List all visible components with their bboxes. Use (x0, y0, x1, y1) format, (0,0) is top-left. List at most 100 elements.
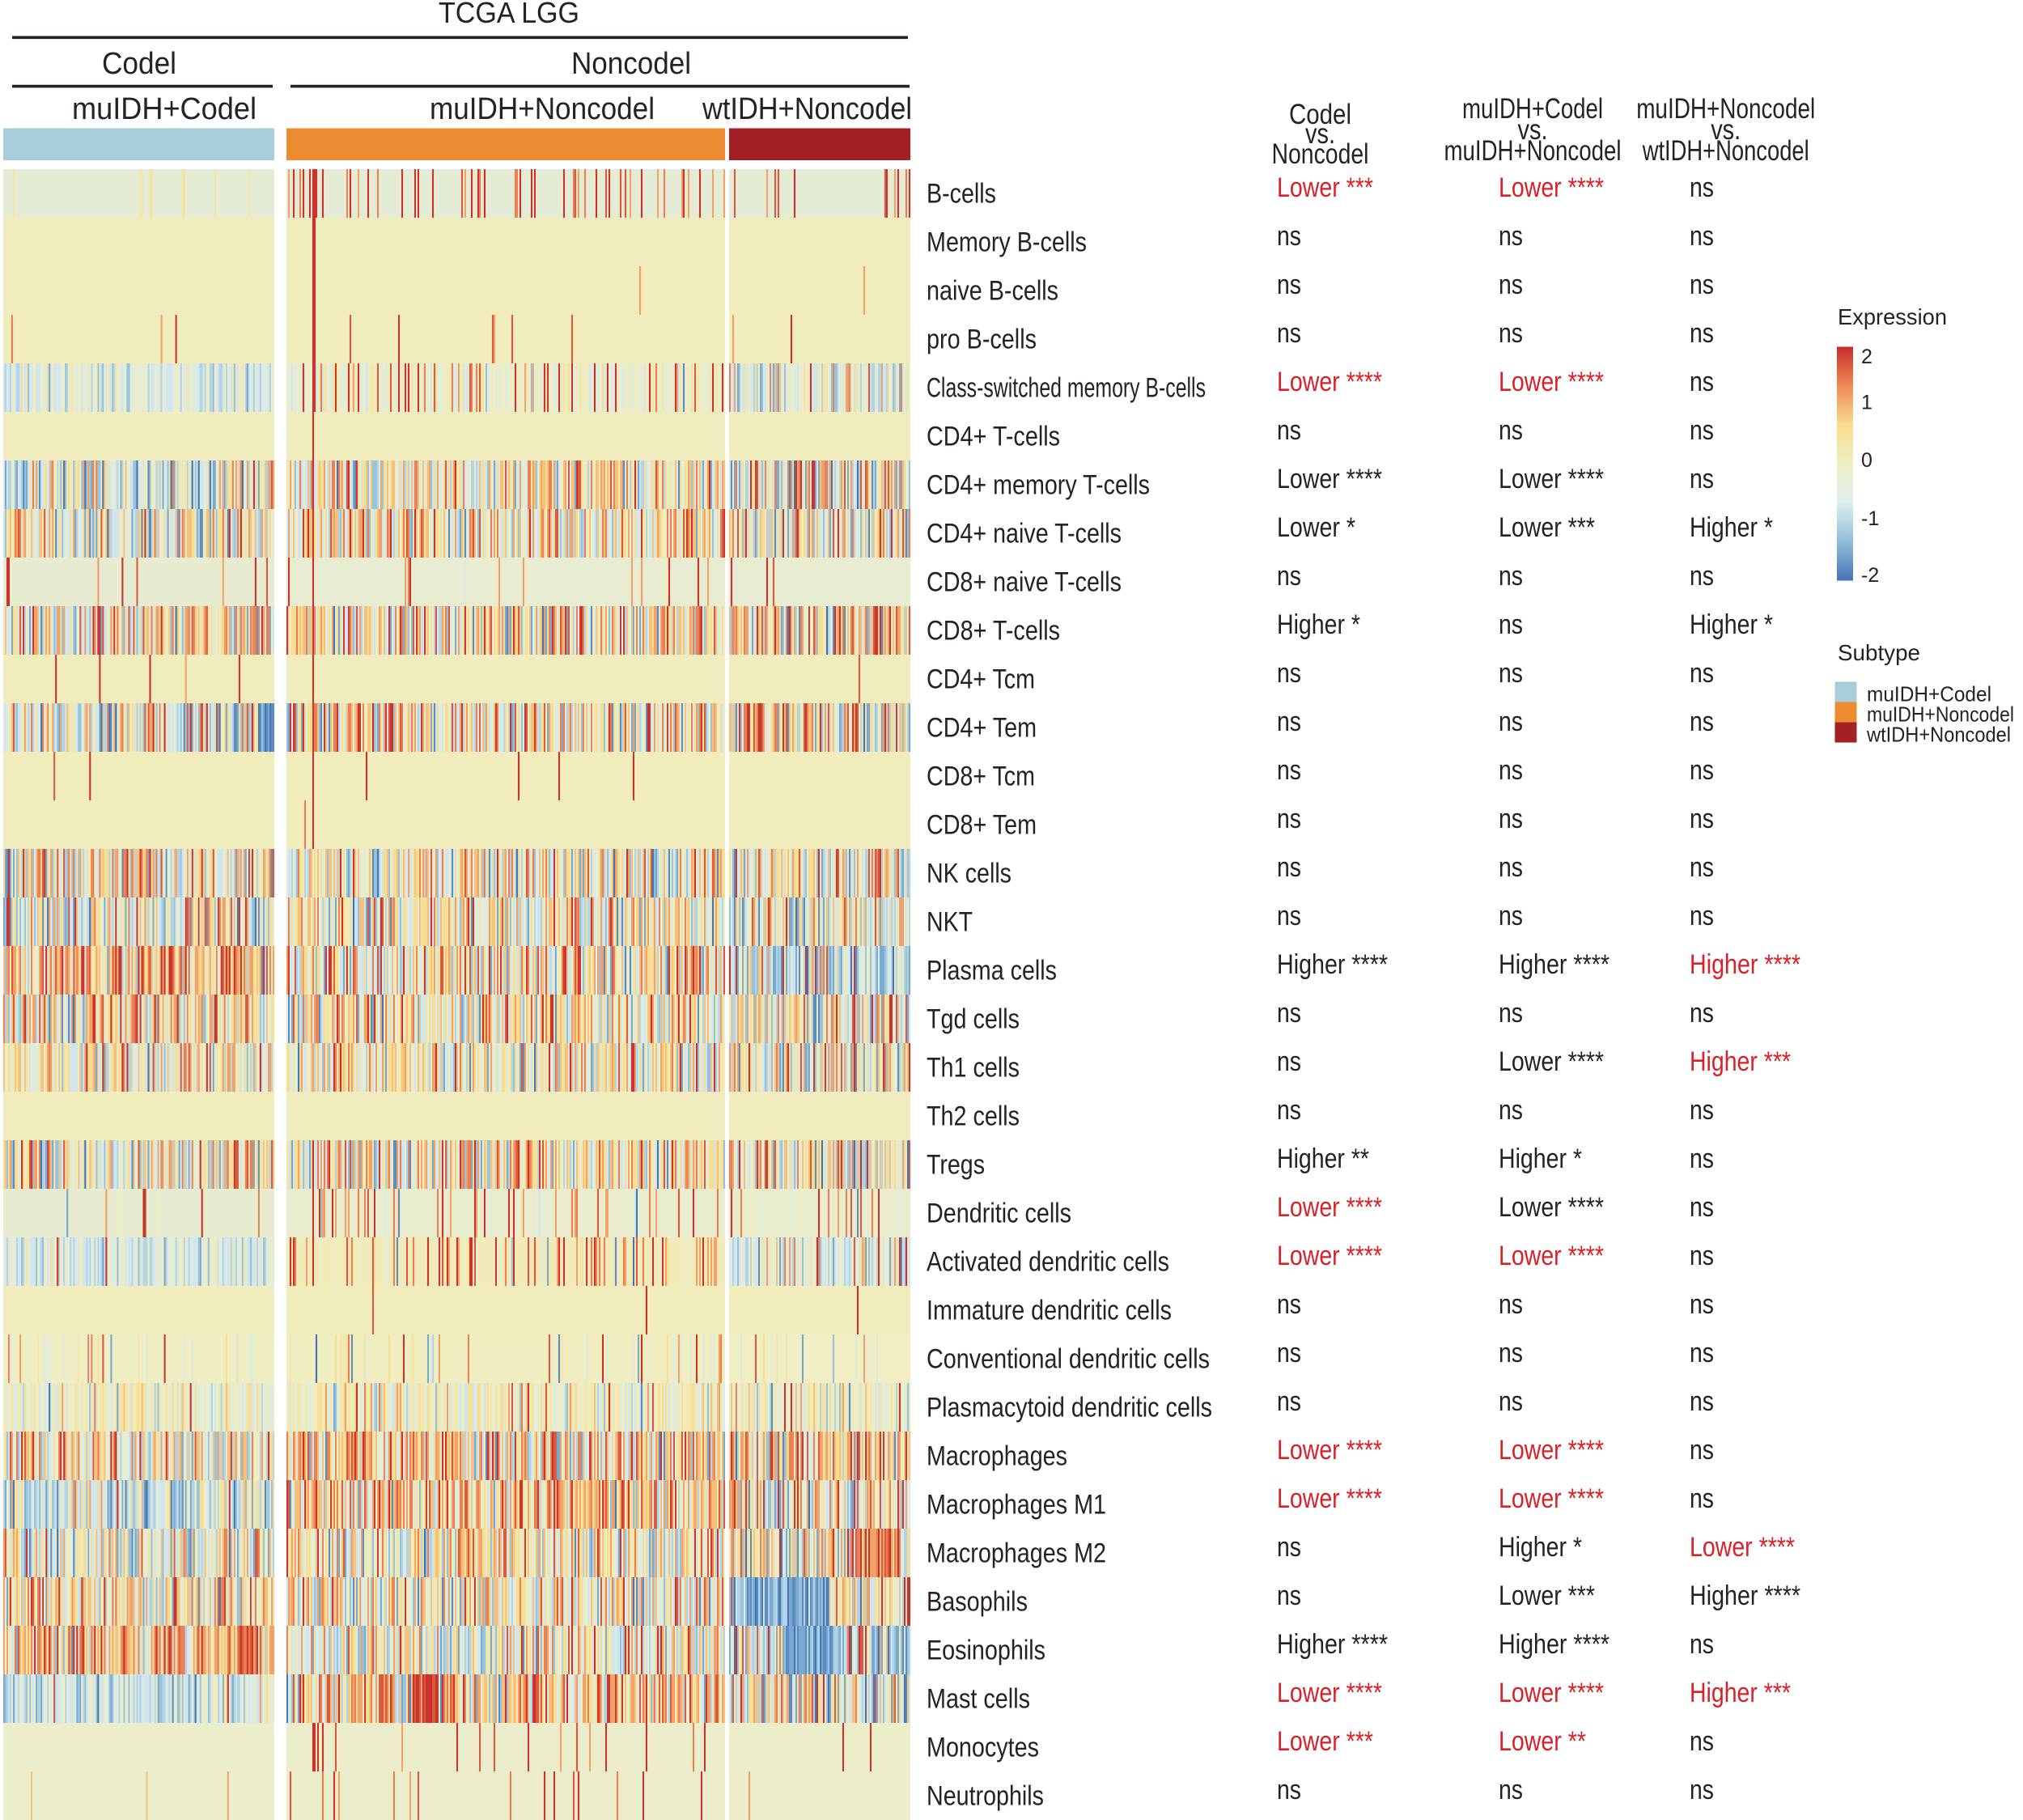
svg-text:-2: -2 (1861, 564, 1879, 587)
svg-text:Lower ****: Lower **** (1277, 367, 1382, 397)
svg-text:ns: ns (1690, 1483, 1714, 1514)
svg-text:Higher *: Higher * (1499, 1143, 1582, 1174)
svg-text:ns: ns (1277, 998, 1301, 1029)
svg-text:Lower ****: Lower **** (1277, 1241, 1382, 1271)
svg-text:ns: ns (1499, 658, 1523, 689)
svg-text:Lower ****: Lower **** (1499, 1435, 1604, 1466)
svg-text:ns: ns (1690, 1289, 1714, 1320)
svg-text:naive B-cells: naive B-cells (927, 276, 1058, 307)
svg-text:Lower **: Lower ** (1499, 1726, 1586, 1757)
svg-text:ns: ns (1690, 658, 1714, 689)
svg-text:TCGA LGG: TCGA LGG (439, 0, 579, 29)
svg-text:ns: ns (1690, 755, 1714, 786)
svg-text:ns: ns (1499, 318, 1523, 349)
svg-text:Higher ***: Higher *** (1690, 1678, 1791, 1708)
svg-text:Tregs: Tregs (927, 1150, 985, 1181)
svg-text:Lower ***: Lower *** (1277, 1726, 1373, 1757)
svg-text:Higher *: Higher * (1690, 512, 1773, 543)
svg-text:ns: ns (1690, 1435, 1714, 1466)
svg-text:Noncodel: Noncodel (1272, 138, 1369, 170)
svg-text:Lower ****: Lower **** (1499, 1192, 1604, 1223)
svg-text:Higher ****: Higher **** (1499, 1629, 1609, 1660)
svg-text:Immature dendritic cells: Immature dendritic cells (927, 1296, 1172, 1326)
svg-text:ns: ns (1499, 1095, 1523, 1126)
svg-text:ns: ns (1277, 804, 1301, 834)
svg-text:ns: ns (1277, 415, 1301, 446)
svg-text:CD4+ naive T-cells: CD4+ naive T-cells (927, 519, 1122, 549)
svg-text:ns: ns (1277, 755, 1301, 786)
svg-text:Activated dendritic cells: Activated dendritic cells (927, 1247, 1169, 1278)
svg-text:Basophils: Basophils (927, 1587, 1028, 1618)
svg-text:ns: ns (1277, 1775, 1301, 1805)
svg-text:ns: ns (1277, 1289, 1301, 1320)
svg-text:vs.: vs. (1711, 114, 1741, 146)
svg-text:ns: ns (1499, 1289, 1523, 1320)
svg-text:ns: ns (1690, 1386, 1714, 1417)
svg-text:muIDH+Codel: muIDH+Codel (1867, 682, 1991, 706)
svg-text:Lower ****: Lower **** (1277, 1192, 1382, 1223)
svg-text:ns: ns (1499, 609, 1523, 640)
svg-text:ns: ns (1277, 1338, 1301, 1368)
svg-text:Higher ****: Higher **** (1690, 1580, 1800, 1611)
svg-text:ns: ns (1690, 415, 1714, 446)
svg-text:Dendritic cells: Dendritic cells (927, 1198, 1071, 1229)
svg-text:ns: ns (1690, 1143, 1714, 1174)
svg-text:Lower ****: Lower **** (1499, 464, 1604, 494)
svg-text:Lower ***: Lower *** (1499, 512, 1595, 543)
svg-text:Higher ****: Higher **** (1690, 949, 1800, 980)
svg-text:Lower ****: Lower **** (1499, 1046, 1604, 1077)
svg-text:Higher *: Higher * (1499, 1532, 1582, 1563)
svg-text:Memory B-cells: Memory B-cells (927, 227, 1087, 258)
svg-text:ns: ns (1690, 561, 1714, 592)
svg-text:ns: ns (1690, 1095, 1714, 1126)
svg-text:ns: ns (1499, 561, 1523, 592)
svg-text:NK cells: NK cells (927, 859, 1012, 889)
svg-text:CD8+ Tcm: CD8+ Tcm (927, 762, 1035, 792)
svg-text:ns: ns (1277, 269, 1301, 300)
svg-text:ns: ns (1277, 1386, 1301, 1417)
svg-text:Higher ****: Higher **** (1277, 1629, 1388, 1660)
svg-text:ns: ns (1690, 852, 1714, 883)
svg-text:Mast cells: Mast cells (927, 1684, 1030, 1715)
svg-text:ns: ns (1690, 901, 1714, 931)
svg-text:Th2 cells: Th2 cells (927, 1101, 1020, 1132)
svg-text:Higher ****: Higher **** (1499, 949, 1609, 980)
svg-text:Lower ****: Lower **** (1499, 172, 1604, 203)
svg-text:NKT: NKT (927, 907, 973, 938)
svg-text:0: 0 (1861, 449, 1872, 472)
svg-text:ns: ns (1277, 561, 1301, 592)
svg-text:Lower ****: Lower **** (1690, 1532, 1795, 1563)
svg-text:ns: ns (1277, 1095, 1301, 1126)
svg-text:Class-switched memory B-cells: Class-switched memory B-cells (927, 373, 1206, 404)
svg-text:Subtype: Subtype (1838, 640, 1920, 665)
svg-text:Higher *: Higher * (1690, 609, 1773, 640)
svg-text:ns: ns (1277, 1580, 1301, 1611)
svg-text:Higher ***: Higher *** (1690, 1046, 1791, 1077)
svg-text:ns: ns (1277, 221, 1301, 252)
svg-text:Macrophages M2: Macrophages M2 (927, 1538, 1106, 1569)
svg-text:muIDH+Codel: muIDH+Codel (1462, 93, 1603, 125)
svg-text:muIDH+Noncodel: muIDH+Noncodel (1636, 93, 1815, 125)
svg-text:Lower ****: Lower **** (1499, 1483, 1604, 1514)
svg-text:Lower ****: Lower **** (1277, 1483, 1382, 1514)
svg-text:wtIDH+Noncodel: wtIDH+Noncodel (1642, 135, 1809, 167)
svg-text:Lower ****: Lower **** (1277, 1435, 1382, 1466)
svg-text:Lower ****: Lower **** (1499, 367, 1604, 397)
svg-text:ns: ns (1499, 415, 1523, 446)
svg-text:Neutrophils: Neutrophils (927, 1781, 1044, 1812)
svg-text:2: 2 (1861, 346, 1872, 368)
svg-text:Plasma cells: Plasma cells (927, 956, 1057, 986)
svg-text:Lower ****: Lower **** (1277, 464, 1382, 494)
svg-text:ns: ns (1499, 755, 1523, 786)
svg-text:ns: ns (1499, 221, 1523, 252)
svg-text:-1: -1 (1861, 507, 1879, 530)
svg-text:Lower *: Lower * (1277, 512, 1355, 543)
svg-text:ns: ns (1277, 852, 1301, 883)
svg-text:vs.: vs. (1305, 118, 1335, 150)
svg-text:Plasmacytoid dendritic cells: Plasmacytoid dendritic cells (927, 1393, 1212, 1423)
svg-text:Codel: Codel (102, 47, 176, 81)
svg-text:ns: ns (1690, 269, 1714, 300)
svg-text:ns: ns (1277, 1046, 1301, 1077)
svg-text:ns: ns (1499, 1338, 1523, 1368)
svg-text:Codel: Codel (1289, 99, 1351, 130)
